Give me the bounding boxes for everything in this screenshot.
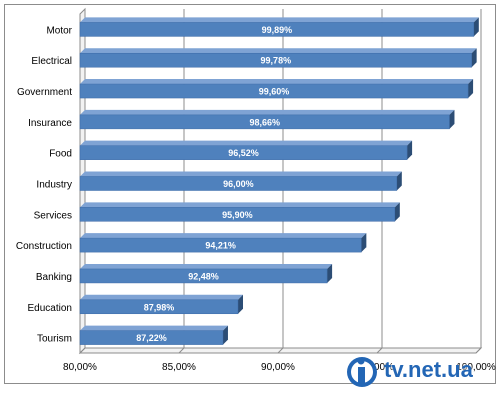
bar-data-label: 99,89%: [262, 25, 293, 35]
bar: [79, 237, 362, 253]
x-tick-label: 100,00%: [456, 362, 496, 373]
bar: [79, 207, 396, 222]
bar-data-label: 96,00%: [223, 179, 254, 189]
bar-data-label: 99,60%: [259, 87, 290, 97]
bar-data-label: 94,21%: [205, 241, 236, 251]
bar-data-label: 99,78%: [261, 56, 292, 66]
bar-side: [449, 109, 455, 129]
gridline-foot: [376, 347, 383, 354]
bar: [79, 52, 472, 68]
bar-top: [80, 325, 228, 331]
watermark-logo-icon: [347, 357, 377, 387]
bar-data-label: 95,90%: [222, 210, 253, 220]
bar-side: [222, 325, 228, 345]
bar: [79, 114, 450, 130]
x-tick-label: 85,00%: [162, 362, 196, 373]
category-label: Industry: [36, 180, 72, 191]
gridline-foot: [79, 347, 86, 354]
bar-top: [80, 17, 479, 23]
bar-side: [407, 140, 413, 160]
gridline-foot: [178, 347, 185, 354]
bar-top: [80, 140, 413, 146]
x-tick-label: 90,00%: [261, 362, 295, 373]
bar-side: [361, 233, 367, 253]
category-label: Services: [34, 210, 72, 221]
bar-top: [80, 202, 400, 208]
bar-side: [238, 294, 244, 314]
x-tick-label: 95,00%: [360, 362, 394, 373]
category-label: Tourism: [37, 334, 72, 345]
bar-side: [394, 202, 400, 222]
bar-top: [80, 79, 474, 85]
bar-data-label: 98,66%: [249, 117, 280, 127]
bar-data-label: 87,98%: [144, 302, 175, 312]
bar-top: [80, 48, 477, 54]
bar-side: [396, 171, 402, 191]
watermark-text: tv.net.ua: [384, 357, 473, 382]
bar-side: [473, 17, 479, 37]
x-tick-label: 80,00%: [63, 362, 97, 373]
category-label: Food: [49, 149, 72, 160]
bar-top: [80, 294, 244, 300]
gridline-foot: [475, 347, 482, 354]
bar: [79, 176, 398, 191]
category-label: Construction: [16, 241, 72, 252]
category-label: Government: [17, 87, 72, 98]
bar: [79, 145, 408, 160]
bar-side: [471, 48, 477, 68]
bar: [79, 299, 239, 315]
bar: [79, 83, 469, 99]
category-label: Banking: [36, 272, 72, 283]
bar-side: [468, 79, 474, 99]
bar: [79, 22, 475, 37]
bar-top: [80, 109, 455, 115]
category-label: Electrical: [31, 56, 72, 67]
category-label: Motor: [46, 25, 72, 36]
category-label: Insurance: [28, 118, 72, 129]
gridline-foot: [277, 347, 284, 354]
bar-side: [327, 263, 333, 283]
category-label: Education: [28, 303, 72, 314]
bar-top: [80, 171, 402, 177]
bar-data-label: 96,52%: [228, 148, 259, 158]
bar: [79, 330, 224, 345]
bar-top: [80, 263, 333, 269]
bar: [79, 268, 328, 284]
bar-top: [80, 233, 367, 239]
bar-data-label: 92,48%: [188, 271, 219, 281]
bar-data-label: 87,22%: [136, 333, 167, 343]
